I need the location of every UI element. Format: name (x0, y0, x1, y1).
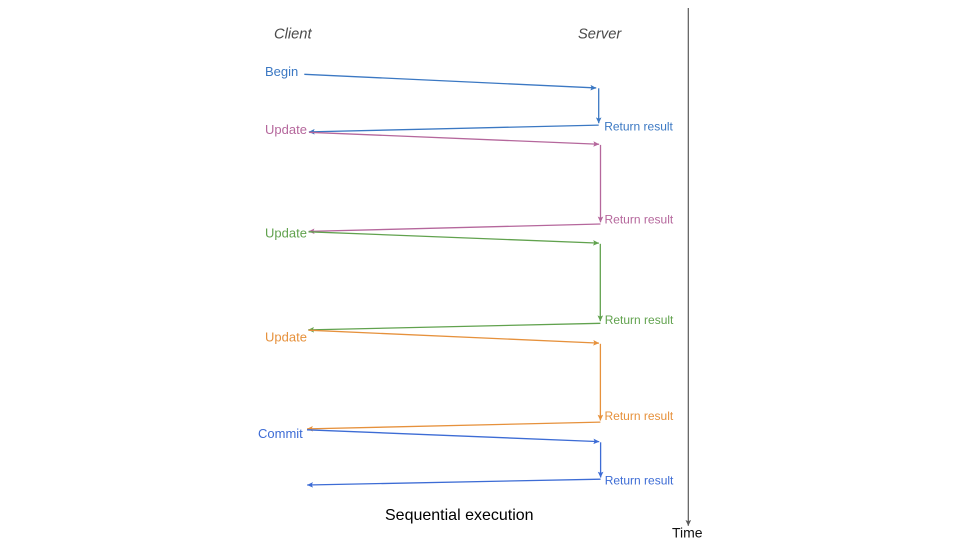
svg-text:Return result: Return result (605, 474, 674, 488)
svg-text:Time: Time (672, 524, 703, 540)
svg-text:Begin: Begin (265, 64, 298, 79)
svg-text:Server: Server (578, 27, 622, 43)
svg-text:Sequential execution: Sequential execution (385, 507, 534, 524)
svg-text:Return result: Return result (605, 212, 674, 226)
svg-text:Commit: Commit (258, 426, 303, 441)
svg-text:Client: Client (274, 27, 312, 43)
svg-text:Return result: Return result (605, 409, 674, 423)
svg-text:Update: Update (265, 226, 307, 241)
svg-text:Update: Update (265, 122, 307, 137)
svg-text:Return result: Return result (605, 313, 674, 327)
svg-text:Return result: Return result (604, 119, 673, 133)
svg-text:Update: Update (265, 330, 307, 345)
